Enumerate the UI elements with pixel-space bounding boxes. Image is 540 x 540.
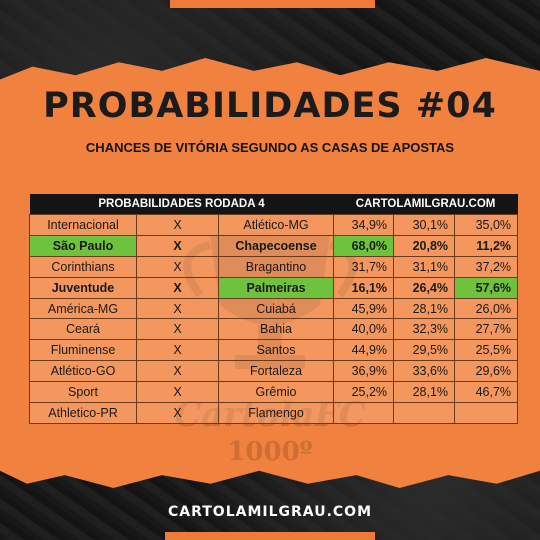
away-win-prob: 25,5% [454,339,519,362]
home-team: Sport [29,381,137,404]
away-win-prob: 46,7% [454,381,519,404]
table-row: Internacional X Atlético-MG 34,9% 30,1% … [29,214,519,236]
away-team: Cuiabá [217,297,335,320]
versus-mark: X [136,402,219,424]
away-win-prob: 57,6% [454,276,519,299]
table-row: Corinthians X Bragantino 31,7% 31,1% 37,… [29,255,519,278]
draw-prob: 28,1% [393,297,456,320]
draw-prob: 29,5% [393,339,456,362]
draw-prob: 32,3% [393,318,456,341]
versus-mark: X [136,297,219,320]
away-win-prob: 27,7% [454,318,519,341]
away-win-prob: 37,2% [454,255,519,278]
draw-prob: 28,1% [393,381,456,404]
table-row: Sport X Grêmio 25,2% 28,1% 46,7% [29,381,519,404]
versus-mark: X [136,276,219,299]
table-header-row: PROBABILIDADES RODADA 4 CARTOLAMILGRAU.C… [29,194,518,215]
table-row: Atlético-GO X Fortaleza 36,9% 33,6% 29,6… [29,360,519,383]
home-win-prob: 68,0% [333,234,395,257]
versus-mark: X [136,234,219,257]
draw-prob: 26,4% [393,276,456,299]
table-row: Fluminense X Santos 44,9% 29,5% 25,5% [29,339,519,362]
home-team: Atlético-GO [29,360,137,383]
page-subtitle: CHANCES DE VITÓRIA SEGUNDO AS CASAS DE A… [85,140,455,155]
away-team: Chapecoense [217,234,335,257]
table-header-site: CARTOLAMILGRAU.COM [333,194,518,215]
away-win-prob [454,402,519,424]
home-win-prob: 25,2% [333,381,395,404]
home-team: São Paulo [29,234,137,257]
away-team: Grêmio [217,381,335,404]
top-accent-strip [170,0,375,8]
draw-prob [393,402,456,424]
versus-mark: X [136,214,219,236]
away-win-prob: 11,2% [454,234,519,257]
home-team: Athletico-PR [29,402,137,424]
away-win-prob: 35,0% [454,214,519,236]
home-team: Internacional [29,214,137,236]
draw-prob: 33,6% [393,360,456,383]
home-team: Fluminense [29,339,137,362]
home-team: América-MG [29,297,137,320]
away-team: Flamengo [217,402,335,424]
home-win-prob: 31,7% [333,255,395,278]
probabilities-table: PROBABILIDADES RODADA 4 CARTOLAMILGRAU.C… [29,194,519,424]
versus-mark: X [136,339,219,362]
home-win-prob: 34,9% [333,214,395,236]
table-row: América-MG X Cuiabá 45,9% 28,1% 26,0% [29,297,519,320]
table-header-title: PROBABILIDADES RODADA 4 [29,194,334,215]
versus-mark: X [136,255,219,278]
away-team: Bahia [217,318,335,341]
table-row: Athletico-PR X Flamengo [29,402,519,424]
home-win-prob: 40,0% [333,318,395,341]
home-win-prob: 44,9% [333,339,395,362]
draw-prob: 31,1% [393,255,456,278]
home-win-prob: 16,1% [333,276,395,299]
bottom-accent-strip [165,532,375,540]
table-row: São Paulo X Chapecoense 68,0% 20,8% 11,2… [29,234,519,257]
away-team: Atlético-MG [217,214,335,236]
home-win-prob: 36,9% [333,360,395,383]
versus-mark: X [136,381,219,404]
home-win-prob: 45,9% [333,297,395,320]
away-team: Fortaleza [217,360,335,383]
draw-prob: 30,1% [393,214,456,236]
watermark-number: 1000º [227,437,313,467]
home-win-prob [333,402,395,424]
versus-mark: X [136,360,219,383]
home-team: Juventude [29,276,137,299]
draw-prob: 20,8% [393,234,456,257]
table-row: Ceará X Bahia 40,0% 32,3% 27,7% [29,318,519,341]
versus-mark: X [136,318,219,341]
footer-site-name: CARTOLAMILGRAU.COM [168,504,372,520]
away-win-prob: 26,0% [454,297,519,320]
away-team: Bragantino [217,255,335,278]
table-row: Juventude X Palmeiras 16,1% 26,4% 57,6% [29,276,519,299]
away-team: Palmeiras [217,276,335,299]
home-team: Ceará [29,318,137,341]
away-team: Santos [217,339,335,362]
page-title: PROBABILIDADES #04 [43,86,497,126]
away-win-prob: 29,6% [454,360,519,383]
home-team: Corinthians [29,255,137,278]
